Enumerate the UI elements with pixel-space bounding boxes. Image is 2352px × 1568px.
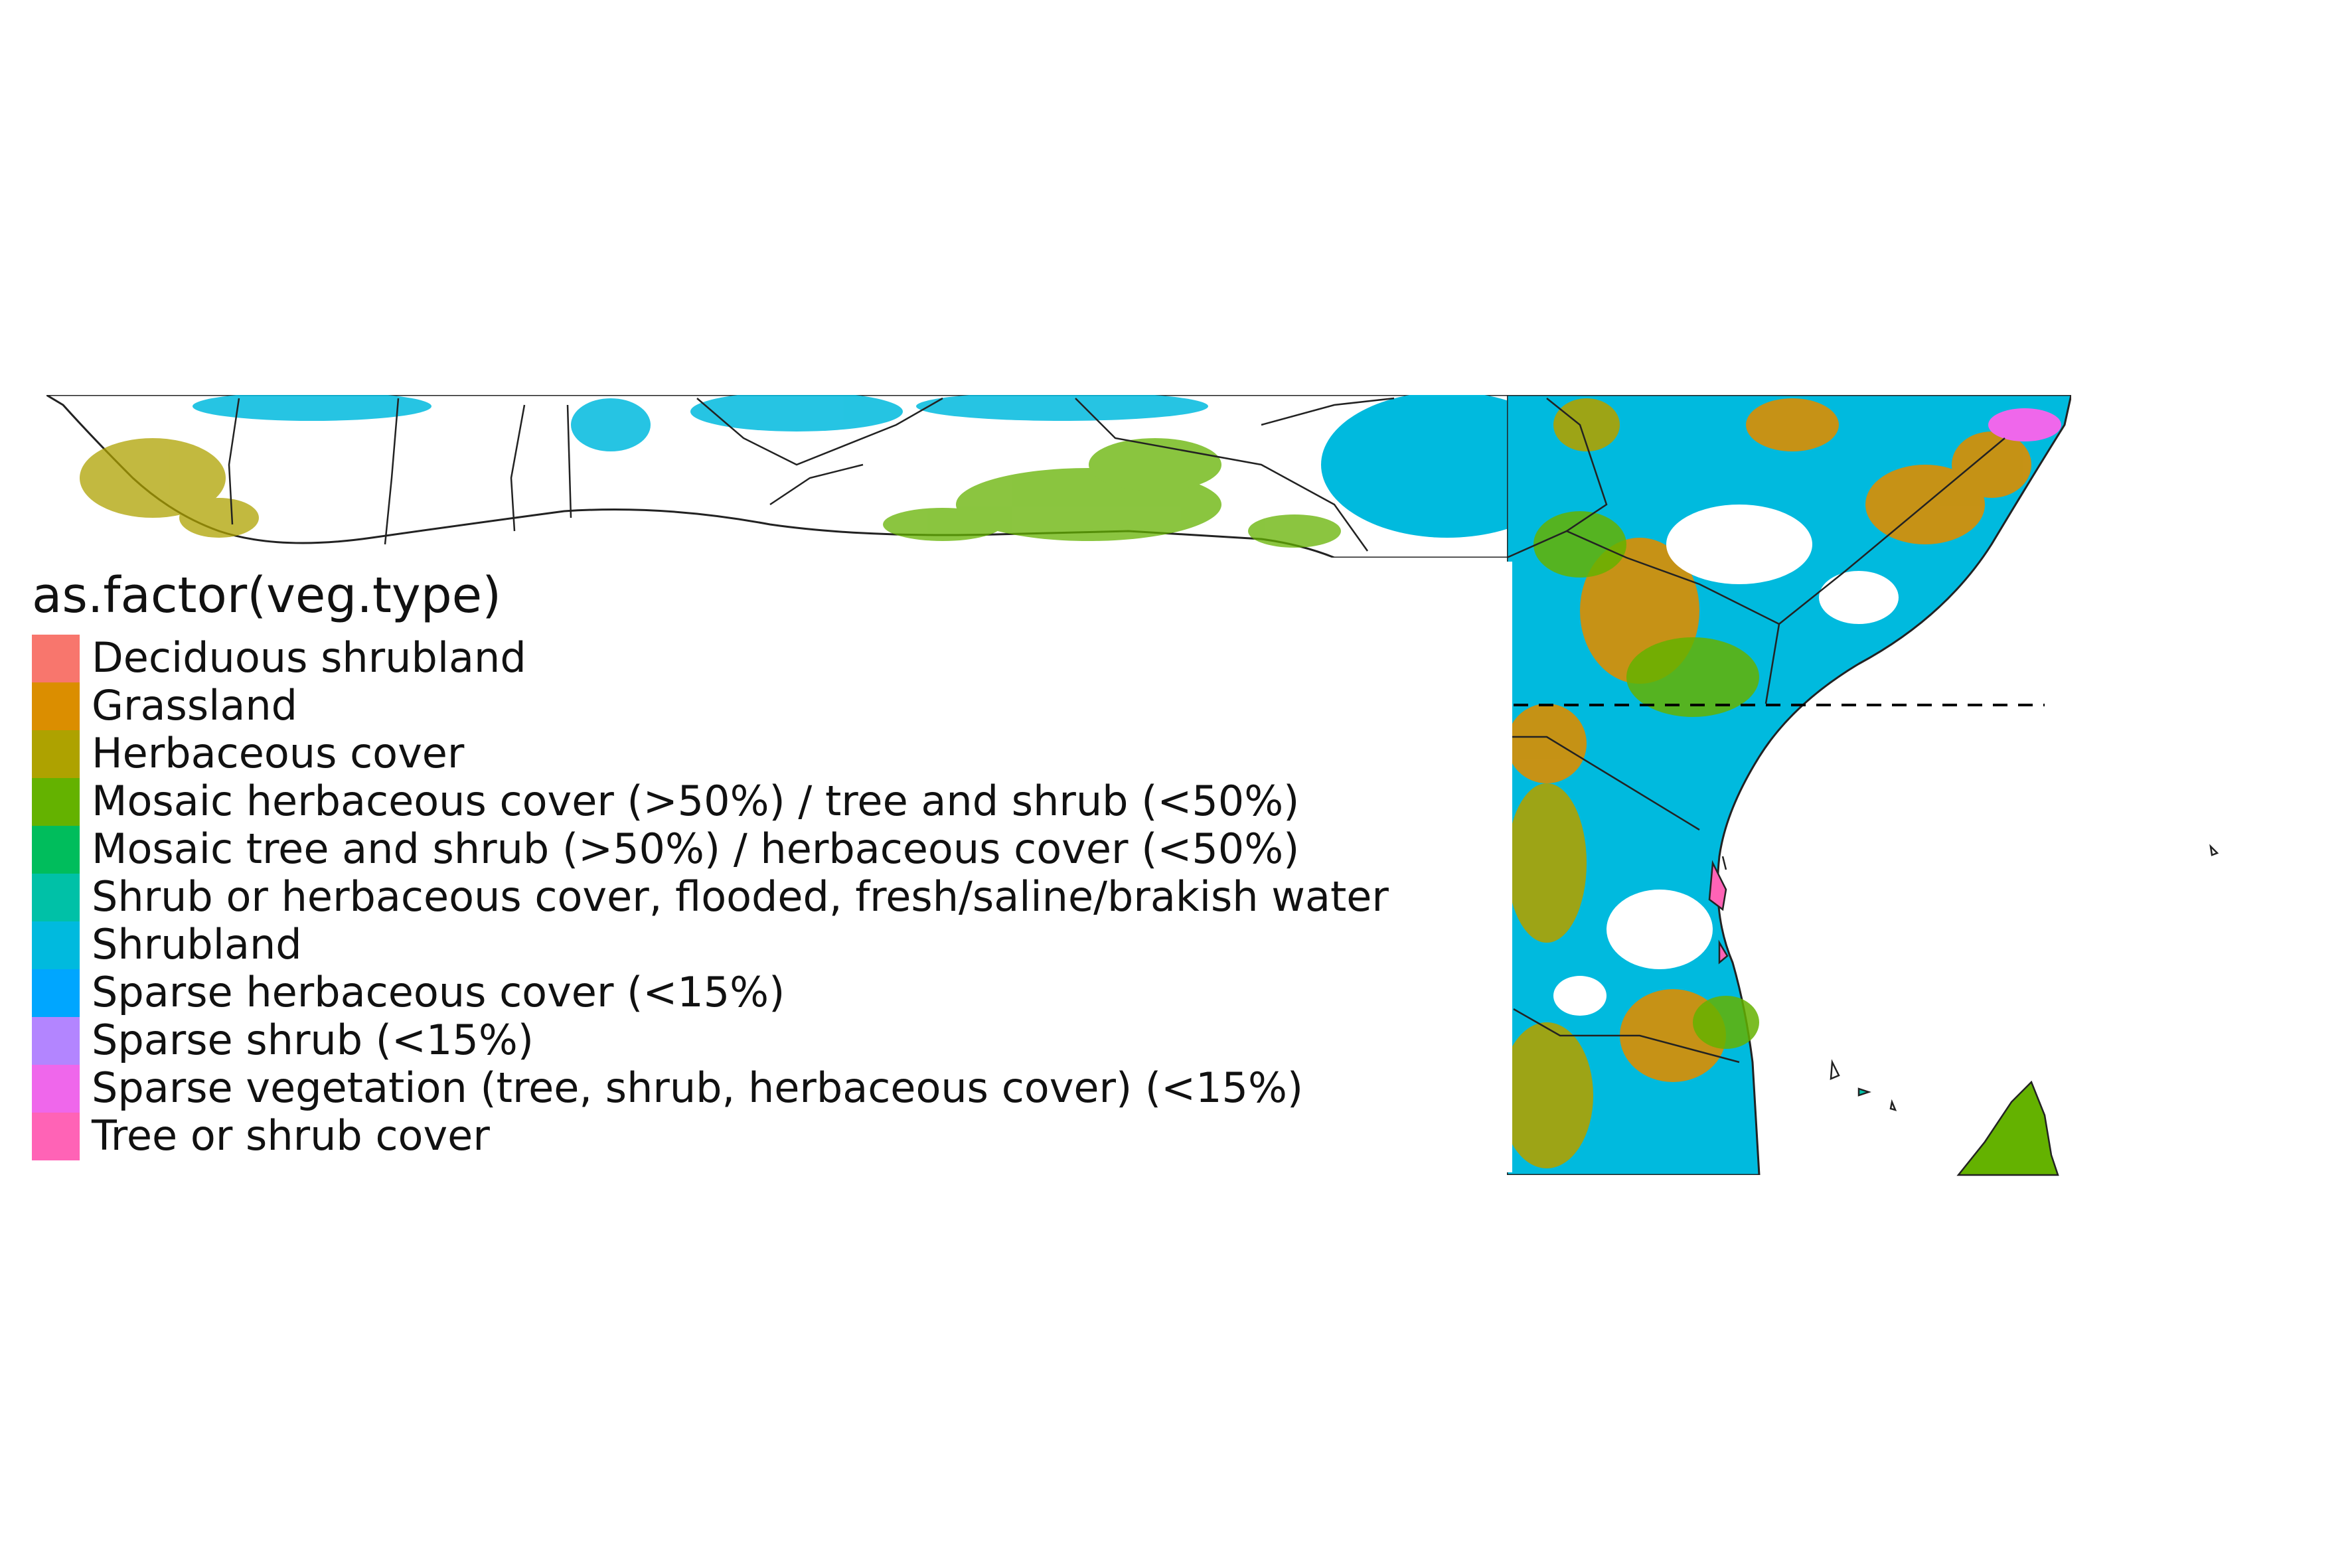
legend-swatch <box>32 874 80 921</box>
legend-swatch <box>32 1065 80 1113</box>
legend-swatch <box>32 682 80 730</box>
legend-item: Grassland <box>32 682 1512 730</box>
legend-label: Mosaic tree and shrub (>50%) / herbaceou… <box>92 824 1300 873</box>
legend-item: Sparse vegetation (tree, shrub, herbaceo… <box>32 1065 1512 1113</box>
legend-swatch <box>32 921 80 969</box>
legend-item: Shrub or herbaceous cover, flooded, fres… <box>32 874 1512 921</box>
legend-label: Sparse shrub (<15%) <box>92 1016 534 1064</box>
islands <box>1708 844 2219 1176</box>
horn-of-africa-land <box>1507 395 2071 1175</box>
legend-label: Sparse vegetation (tree, shrub, herbaceo… <box>92 1063 1304 1112</box>
legend-item: Shrubland <box>32 921 1512 969</box>
madagascar-tip <box>1956 1080 2059 1176</box>
legend-swatch <box>32 1017 80 1065</box>
legend-swatch <box>32 826 80 874</box>
legend-swatch <box>32 778 80 826</box>
legend-swatch <box>32 635 80 682</box>
legend-label: Grassland <box>92 681 297 730</box>
legend-label: Mosaic herbaceous cover (>50%) / tree an… <box>92 777 1300 825</box>
legend-swatch <box>32 730 80 778</box>
west-africa-region <box>46 395 1573 558</box>
legend-item: Deciduous shrubland <box>32 635 1512 682</box>
legend-item: Mosaic herbaceous cover (>50%) / tree an… <box>32 778 1512 826</box>
legend-item: Sparse shrub (<15%) <box>32 1017 1512 1065</box>
legend-label: Herbaceous cover <box>92 729 465 777</box>
legend-label: Shrub or herbaceous cover, flooded, fres… <box>92 872 1389 921</box>
legend-label: Sparse herbaceous cover (<15%) <box>92 968 785 1016</box>
legend-item: Tree or shrub cover <box>32 1113 1512 1160</box>
legend-label: Deciduous shrubland <box>92 633 526 682</box>
legend-label: Tree or shrub cover <box>92 1111 490 1160</box>
legend-label: Shrubland <box>92 920 302 969</box>
legend-item: Sparse herbaceous cover (<15%) <box>32 969 1512 1017</box>
legend-title: as.factor(veg.type) <box>32 567 502 624</box>
legend-swatch <box>32 1113 80 1160</box>
legend-swatch <box>32 969 80 1017</box>
legend: as.factor(veg.type) Deciduous shrubland G… <box>32 562 1512 1172</box>
legend-item: Herbaceous cover <box>32 730 1512 778</box>
legend-item: Mosaic tree and shrub (>50%) / herbaceou… <box>32 826 1512 874</box>
east-africa-region <box>1507 395 2071 1175</box>
